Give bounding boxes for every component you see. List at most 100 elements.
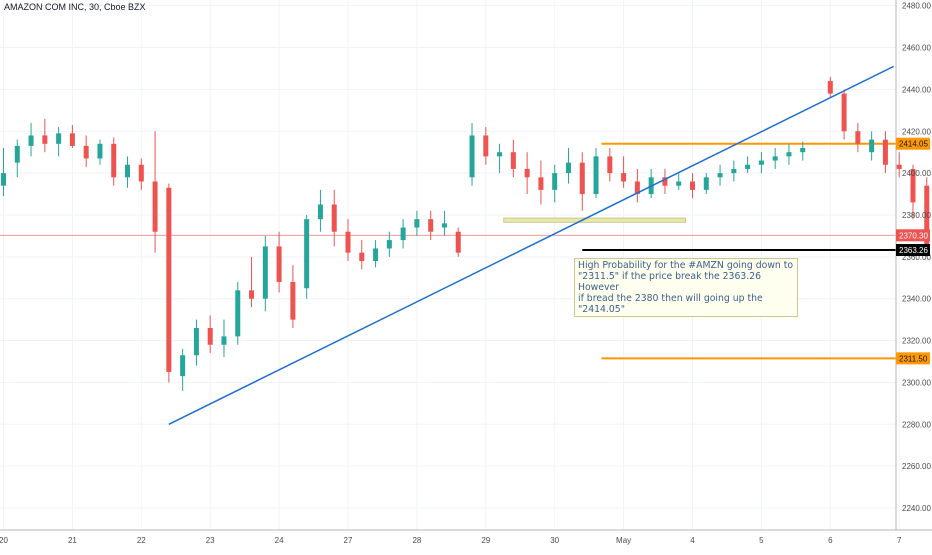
x-tick-label: May bbox=[616, 536, 631, 545]
y-tick-label: 2440.00 bbox=[902, 85, 931, 94]
candle bbox=[510, 139, 516, 178]
candle-body bbox=[276, 246, 282, 282]
x-tick-label: 21 bbox=[68, 536, 77, 545]
candle bbox=[359, 240, 365, 270]
candle bbox=[235, 281, 241, 345]
candle-body bbox=[786, 152, 792, 157]
candle-body bbox=[869, 139, 875, 153]
candle bbox=[111, 137, 117, 186]
candle bbox=[193, 319, 199, 366]
x-tick-label: 29 bbox=[481, 536, 490, 545]
price-label-bg bbox=[896, 244, 930, 257]
candle-body bbox=[69, 133, 75, 146]
candle bbox=[152, 131, 158, 253]
candle-body bbox=[882, 139, 888, 165]
candle-body bbox=[662, 177, 668, 186]
candle-body bbox=[166, 187, 172, 372]
candle-body bbox=[690, 181, 695, 190]
candle-body bbox=[221, 336, 227, 345]
candle bbox=[924, 177, 930, 257]
candle-body bbox=[386, 240, 392, 249]
candle bbox=[786, 143, 792, 165]
candle-body bbox=[97, 143, 103, 159]
analysis-note: High Probability for the #AMZN going dow… bbox=[574, 258, 798, 317]
candle-body bbox=[745, 164, 751, 169]
trendline-segment bbox=[168, 65, 895, 425]
y-tick-label: 2400.00 bbox=[902, 169, 931, 178]
candles bbox=[1, 76, 930, 391]
x-tick-label: 30 bbox=[550, 536, 559, 545]
candle bbox=[249, 256, 255, 308]
candle bbox=[676, 173, 682, 190]
y-tick-label: 2480.00 bbox=[902, 2, 931, 11]
candle-body bbox=[510, 152, 516, 169]
candle-body bbox=[152, 181, 158, 232]
candle-body bbox=[924, 185, 930, 249]
candle-body bbox=[83, 145, 89, 159]
price-label: 2311.50 bbox=[896, 352, 930, 365]
candle bbox=[855, 122, 861, 153]
x-tick-label: 20 bbox=[0, 536, 8, 545]
x-tick-label: 24 bbox=[275, 536, 284, 545]
candle-body bbox=[56, 133, 62, 144]
candle-body bbox=[180, 355, 186, 377]
price-label-bg bbox=[896, 229, 930, 242]
candle-body bbox=[138, 164, 144, 182]
candle bbox=[910, 164, 916, 220]
candle bbox=[221, 319, 227, 358]
candle bbox=[455, 227, 461, 257]
candle bbox=[138, 158, 144, 190]
candle-body bbox=[28, 135, 34, 146]
candle-body bbox=[800, 148, 806, 153]
candle bbox=[276, 231, 282, 293]
candle-body bbox=[524, 168, 530, 178]
candle-body bbox=[483, 135, 489, 157]
candle-body bbox=[455, 231, 461, 253]
candle bbox=[593, 148, 599, 199]
candle bbox=[607, 148, 613, 182]
candle bbox=[28, 122, 34, 157]
candle bbox=[579, 152, 585, 211]
x-tick-label: 5 bbox=[759, 536, 764, 545]
x-tick-label: 28 bbox=[412, 536, 421, 545]
candle-body bbox=[593, 156, 599, 195]
y-tick-label: 2460.00 bbox=[902, 44, 931, 53]
price-label-text: 2414.05 bbox=[899, 140, 928, 149]
candle bbox=[386, 231, 392, 257]
candle-body bbox=[538, 177, 544, 190]
candle bbox=[97, 139, 103, 165]
candle bbox=[290, 265, 296, 329]
candle-body bbox=[14, 145, 20, 163]
candle bbox=[497, 143, 503, 174]
candle bbox=[841, 89, 847, 140]
grid bbox=[0, 0, 900, 530]
y-tick-label: 2360.00 bbox=[902, 253, 931, 262]
candle bbox=[42, 118, 48, 153]
candle-body bbox=[841, 93, 847, 132]
candle-body bbox=[910, 168, 916, 203]
candle-body bbox=[359, 252, 365, 262]
candle bbox=[69, 124, 75, 149]
candle bbox=[304, 214, 310, 299]
y-tick-label: 2340.00 bbox=[902, 295, 931, 304]
price-label: 2370.30 bbox=[896, 229, 930, 242]
candle bbox=[731, 160, 737, 182]
candle-body bbox=[290, 281, 296, 320]
candle bbox=[745, 156, 751, 174]
candle-body bbox=[111, 143, 117, 178]
candle bbox=[758, 152, 764, 174]
candle bbox=[772, 148, 778, 169]
trendline bbox=[168, 65, 895, 425]
candle-body bbox=[565, 162, 571, 174]
candle bbox=[345, 219, 351, 262]
candle bbox=[690, 173, 695, 199]
candle-body bbox=[772, 156, 778, 161]
candle bbox=[882, 131, 888, 174]
y-tick-label: 2280.00 bbox=[902, 420, 931, 429]
x-tick-label: 4 bbox=[690, 536, 695, 545]
candle-body bbox=[262, 246, 268, 299]
candle bbox=[896, 152, 902, 178]
price-label: 2414.05 bbox=[896, 137, 930, 150]
candle-body bbox=[469, 135, 475, 178]
